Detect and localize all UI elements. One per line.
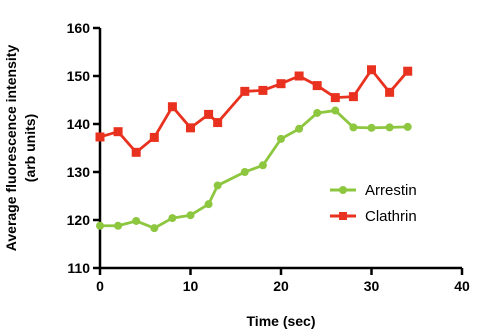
data-point-clathrin: [367, 65, 376, 75]
y-tick-label: 110: [67, 260, 90, 276]
data-point-clathrin: [167, 102, 177, 112]
data-point-clathrin: [385, 87, 395, 97]
legend-marker-clathrin: [339, 212, 347, 220]
data-point-arrestin: [240, 168, 249, 176]
y-tick-label: 120: [67, 212, 91, 228]
data-point-arrestin: [403, 122, 412, 131]
data-point-arrestin: [96, 221, 104, 230]
x-tick-label: 10: [183, 278, 199, 294]
legend: Arrestin Clathrin: [330, 182, 417, 225]
data-point-arrestin: [349, 123, 358, 132]
data-point-arrestin: [331, 106, 340, 115]
x-tick-label: 30: [364, 278, 380, 294]
data-point-clathrin: [204, 109, 214, 119]
x-ticks: 0 10 20 30 40: [96, 268, 470, 294]
data-point-arrestin: [204, 200, 213, 209]
legend-label-arrestin: Arrestin: [365, 182, 417, 199]
y-tick-label: 130: [67, 164, 91, 180]
data-point-arrestin: [295, 124, 304, 133]
x-axis-title: Time (sec): [247, 313, 316, 329]
y-axis-title-line-1: Average fluorescence intensity: [3, 45, 19, 252]
data-point-arrestin: [168, 214, 177, 223]
x-tick-label: 40: [454, 278, 470, 294]
y-ticks: 110 120 130 140 150 160: [67, 20, 100, 276]
data-point-arrestin: [132, 216, 141, 225]
data-point-arrestin: [114, 221, 123, 230]
data-point-arrestin: [385, 123, 394, 132]
y-axis-title-line-2: (arb units): [22, 114, 38, 182]
y-tick-label: 160: [67, 20, 91, 36]
data-point-clathrin: [258, 85, 268, 95]
data-point-clathrin: [149, 132, 159, 142]
data-point-clathrin: [131, 147, 141, 157]
data-point-clathrin: [113, 127, 123, 137]
data-point-clathrin: [403, 66, 413, 76]
data-point-arrestin: [186, 211, 195, 220]
data-point-arrestin: [258, 161, 267, 170]
data-point-arrestin: [313, 108, 322, 117]
data-point-clathrin: [213, 118, 223, 128]
data-point-clathrin: [186, 123, 195, 133]
data-point-clathrin: [312, 81, 322, 91]
legend-label-clathrin: Clathrin: [365, 208, 417, 225]
data-point-clathrin: [348, 92, 358, 102]
data-point-clathrin: [330, 93, 340, 103]
legend-item-arrestin: Arrestin: [330, 182, 417, 199]
data-point-clathrin: [95, 132, 105, 142]
data-point-clathrin: [240, 86, 250, 96]
x-tick-label: 20: [273, 278, 289, 294]
series-line-arrestin: [100, 109, 408, 230]
legend-item-clathrin: Clathrin: [330, 208, 417, 225]
x-tick-label: 0: [96, 278, 104, 294]
data-point-clathrin: [276, 79, 286, 89]
series-layer: [95, 65, 413, 233]
y-tick-label: 150: [67, 68, 91, 84]
axes: [98, 28, 462, 270]
series-line-clathrin: [99, 68, 409, 154]
data-point-arrestin: [150, 224, 159, 233]
data-point-arrestin: [277, 134, 285, 143]
data-point-clathrin: [294, 71, 304, 81]
legend-marker-arrestin: [339, 186, 347, 194]
data-point-arrestin: [367, 123, 376, 132]
y-tick-label: 140: [67, 116, 91, 132]
data-point-arrestin: [213, 181, 222, 190]
